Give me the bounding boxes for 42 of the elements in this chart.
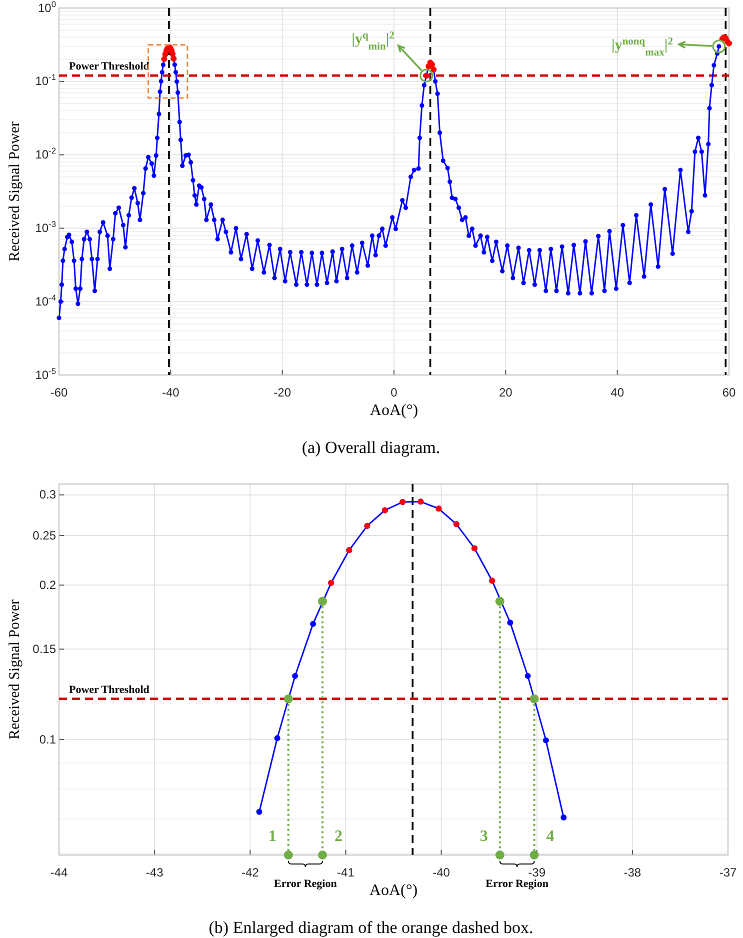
x-tick-label: 40 (610, 386, 624, 400)
ref-line-label: Power Threshold (69, 684, 150, 696)
x-axis-title: AoA(°) (369, 882, 418, 899)
x-tick-label: -37 (719, 866, 737, 880)
annotation: 2 (334, 828, 342, 845)
annotation: |y$^{q}$$_{min}$|$^{2}$ (352, 30, 394, 52)
y-tick-label: 10$^{0}$ (38, 0, 56, 15)
annotation: 4 (546, 828, 554, 845)
x-tick-label: -38 (624, 866, 642, 880)
y-tick-label: 10$^{-2}$ (35, 146, 56, 162)
x-tick-label: -40 (162, 386, 180, 400)
annotation: 3 (480, 828, 488, 845)
x-tick-label: -41 (337, 866, 355, 880)
x-tick-label: -44 (50, 866, 68, 880)
x-tick-label: -20 (274, 386, 292, 400)
annotation: 1 (268, 828, 276, 845)
y-tick-label: 10$^{-3}$ (35, 219, 56, 236)
x-tick-label: 60 (722, 386, 736, 400)
x-axis-title: AoA(°) (370, 402, 418, 419)
x-tick-label: -60 (50, 386, 68, 400)
y-tick-label: 0.1 (39, 732, 56, 746)
y-tick-label: 10$^{-4}$ (35, 292, 56, 308)
x-tick-label: -42 (241, 866, 260, 880)
x-tick-label: 20 (498, 386, 513, 400)
annotation: |y$^{nonq}$$_{max}$|$^{2}$ (612, 36, 673, 58)
text: Error Region (486, 878, 548, 890)
ref-line-label: Power Threshold (69, 60, 150, 73)
x-tick-label: 0 (390, 386, 398, 400)
y-tick-label: 10$^{-1}$ (35, 72, 56, 88)
y-tick-label: 0.25 (32, 528, 56, 542)
y-axis-title: Received Signal Power (7, 600, 23, 740)
text: (a) Overall diagram. (302, 438, 440, 457)
y-axis-title: Received Signal Power (7, 122, 23, 262)
x-tick-label: -39 (528, 866, 546, 880)
y-tick-label: 0.2 (39, 578, 56, 592)
y-tick-label: 0.15 (32, 642, 56, 656)
x-tick-label: -43 (146, 866, 164, 880)
text: Error Region (274, 878, 337, 890)
text: (b) Enlarged diagram of the orange dashed box. (208, 918, 534, 937)
y-tick-label: 10$^{-5}$ (35, 366, 56, 382)
x-tick-label: -40 (432, 866, 450, 880)
y-tick-label: 0.3 (39, 488, 56, 502)
